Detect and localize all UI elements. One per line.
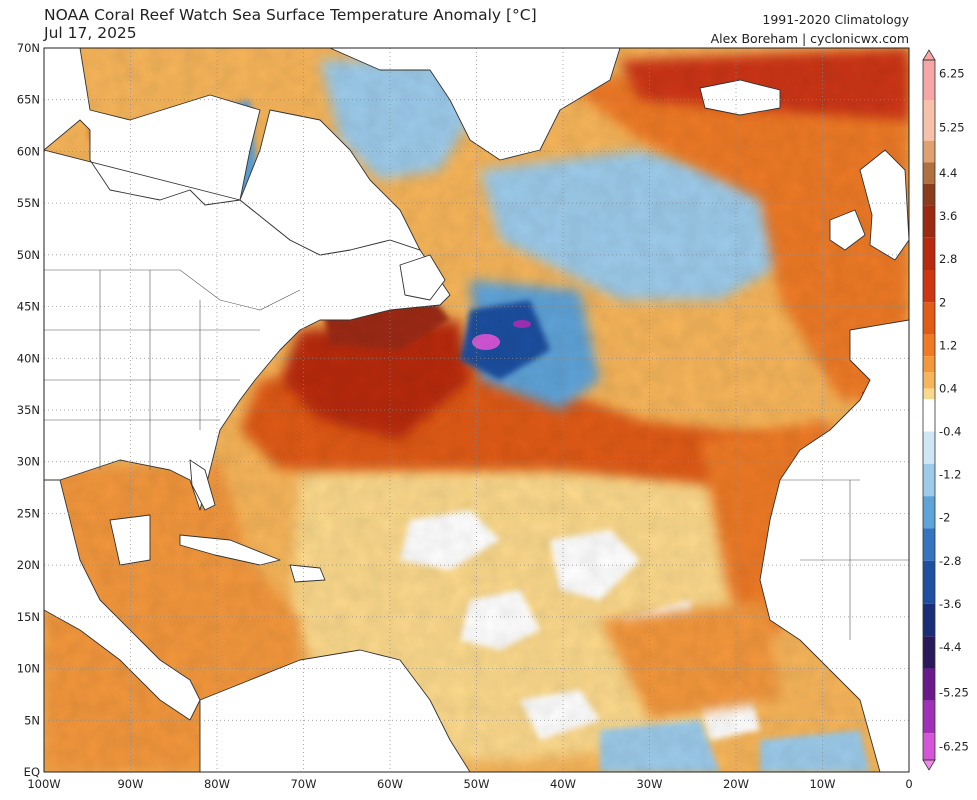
colorbar-tick-label: -0.4 bbox=[939, 425, 961, 439]
colorbar-segment bbox=[923, 463, 935, 497]
land-iceland bbox=[699, 79, 781, 116]
lat-tick-label: 50N bbox=[17, 248, 40, 262]
lat-tick-label: 20N bbox=[17, 558, 40, 572]
credits-block: 1991-2020 Climatology Alex Boreham | cyc… bbox=[711, 10, 909, 48]
colorbar-segment bbox=[923, 388, 935, 400]
colorbar-segment bbox=[923, 560, 935, 604]
land-yucatan bbox=[109, 514, 151, 566]
lat-tick-labels: 70N 65N 60N 55N 50N 45N 40N 35N 30N 25N 20N 15N 10N 5… bbox=[17, 41, 40, 779]
land-british-isles bbox=[829, 149, 909, 261]
land-layer bbox=[44, 48, 909, 772]
colorbar-segment bbox=[923, 420, 935, 432]
land-hispaniola bbox=[289, 564, 326, 583]
colorbar-segment bbox=[923, 733, 935, 760]
colorbar-segment bbox=[923, 334, 935, 357]
lat-tick-label: 55N bbox=[17, 196, 40, 210]
border-us-canada bbox=[44, 269, 301, 311]
colorbar-tick-label: -6.25 bbox=[939, 740, 969, 754]
lat-tick-label: 10N bbox=[17, 662, 40, 676]
colorbar-segment bbox=[923, 372, 935, 389]
colorbar-min-arrow bbox=[922, 759, 936, 771]
colorbar-segment bbox=[923, 60, 935, 101]
colorbar-segment bbox=[923, 302, 935, 335]
colorbar-segment bbox=[923, 140, 935, 163]
lat-tick-label: 30N bbox=[17, 455, 40, 469]
colorbar-segment bbox=[923, 668, 935, 701]
lon-tick-label: 0 bbox=[905, 777, 912, 791]
lat-tick-label: 60N bbox=[17, 144, 40, 158]
colorbar-segment bbox=[923, 356, 935, 373]
map-frame bbox=[43, 47, 910, 773]
colorbar-segment bbox=[923, 237, 935, 270]
map-body bbox=[44, 48, 909, 772]
land-florida bbox=[189, 459, 216, 511]
border-africa bbox=[780, 479, 909, 640]
colorbar-frame bbox=[922, 59, 936, 761]
graticule bbox=[44, 48, 909, 772]
lat-tick-label: 5N bbox=[24, 713, 40, 727]
credit-label: Alex Boreham | cyclonicwx.com bbox=[710, 31, 909, 46]
colorbar-segment bbox=[923, 399, 935, 421]
colorbar-segment bbox=[923, 205, 935, 238]
colorbar-segment bbox=[923, 603, 935, 637]
land-central-america bbox=[44, 479, 201, 721]
lon-tick-label: 20W bbox=[723, 777, 749, 791]
colorbar-segment bbox=[923, 496, 935, 529]
climatology-label: 1991-2020 Climatology bbox=[762, 12, 909, 27]
lat-tick-label: 25N bbox=[17, 506, 40, 520]
colorbar-segment bbox=[923, 636, 935, 669]
lon-tick-label: 60W bbox=[377, 777, 403, 791]
lon-tick-label: 10W bbox=[809, 777, 835, 791]
colorbar-tick-label: -3.6 bbox=[939, 597, 961, 611]
lon-tick-label: 100W bbox=[27, 777, 60, 791]
lon-tick-label: 30W bbox=[636, 777, 662, 791]
colorbar-segment bbox=[923, 100, 935, 141]
colorbar-segment bbox=[923, 700, 935, 734]
colorbar-tick-label: 2 bbox=[939, 295, 946, 309]
colorbar-tick-label: -2 bbox=[939, 511, 950, 525]
lon-tick-label: 70W bbox=[290, 777, 316, 791]
colorbar-tick-label: 6.25 bbox=[939, 66, 965, 80]
colorbar-segment bbox=[923, 528, 935, 561]
colorbar-segment bbox=[923, 183, 935, 206]
land-south-america bbox=[199, 649, 471, 772]
lon-tick-label: 90W bbox=[117, 777, 143, 791]
lon-tick-label: 40W bbox=[550, 777, 576, 791]
land-newfoundland bbox=[399, 254, 446, 301]
land-greenland bbox=[329, 48, 621, 161]
lat-tick-label: 15N bbox=[17, 610, 40, 624]
lon-tick-labels: 100W 90W 80W 70W 60W 50W 40W 30W 20W 10W 0 bbox=[27, 777, 912, 791]
colorbar: 6.25 5.25 4.4 3.6 2.8 2 1.2 0.4 -0.4 -1.2 -2 -2.8 -3… bbox=[922, 49, 969, 771]
map-title: NOAA Coral Reef Watch Sea Surface Temper… bbox=[44, 6, 537, 24]
colorbar-tick-label: 5.25 bbox=[939, 120, 965, 134]
lon-tick-label: 50W bbox=[463, 777, 489, 791]
colorbar-segment bbox=[923, 162, 935, 184]
lat-tick-label: 65N bbox=[17, 93, 40, 107]
colorbar-tick-label: -2.8 bbox=[939, 554, 961, 568]
land-iberia-africa bbox=[759, 319, 909, 772]
colorbar-tick-label: -5.25 bbox=[939, 686, 969, 700]
lat-tick-label: 35N bbox=[17, 403, 40, 417]
colorbar-tick-label: 3.6 bbox=[939, 209, 957, 223]
colorbar-tick-label: 4.4 bbox=[939, 166, 957, 180]
colorbar-max-arrow bbox=[922, 49, 936, 61]
political-borders bbox=[44, 269, 909, 640]
title-block: NOAA Coral Reef Watch Sea Surface Temper… bbox=[44, 6, 537, 42]
lat-tick-label: 70N bbox=[17, 41, 40, 55]
colorbar-segment bbox=[923, 431, 935, 464]
colorbar-segment bbox=[923, 270, 935, 303]
lon-tick-label: 80W bbox=[204, 777, 230, 791]
colorbar-tick-label: 1.2 bbox=[939, 338, 957, 352]
colorbar-tick-label: -1.2 bbox=[939, 468, 961, 482]
lat-tick-label: EQ bbox=[24, 765, 40, 779]
colorbar-tick-label: -4.4 bbox=[939, 640, 961, 654]
colorbar-tick-label: 2.8 bbox=[939, 252, 957, 266]
colorbar-tick-label: 0.4 bbox=[939, 381, 957, 395]
border-us-states bbox=[44, 270, 260, 470]
lat-tick-label: 40N bbox=[17, 351, 40, 365]
map-date: Jul 17, 2025 bbox=[44, 24, 137, 42]
lat-tick-label: 45N bbox=[17, 300, 40, 314]
